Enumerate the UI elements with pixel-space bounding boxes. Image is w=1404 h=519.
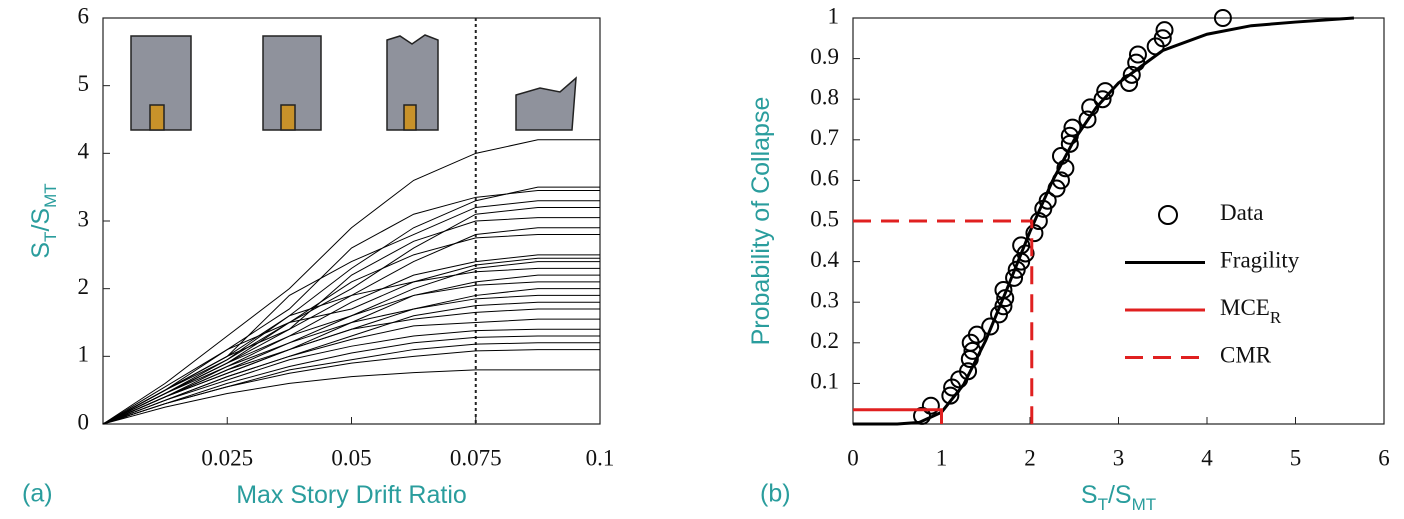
- ida-curve: [102, 369, 600, 425]
- y-tick-label: 4: [78, 139, 90, 164]
- x-axis-label: Max Story Drift Ratio: [236, 481, 467, 509]
- y-tick-label: 0.6: [810, 166, 839, 191]
- label-part: /S: [1108, 481, 1132, 509]
- data-point: [1122, 65, 1141, 84]
- building-intact: [130, 35, 192, 131]
- x-axis-label: ST/SMT: [1081, 481, 1156, 514]
- ida-curve: [102, 190, 600, 425]
- legend-name: CMR: [1220, 343, 1272, 368]
- y-axis-label: Probability of Collapse: [747, 97, 775, 346]
- x-tick-label: 0.1: [586, 445, 615, 470]
- x-tick-label: 0: [847, 445, 859, 470]
- data-point: [1093, 90, 1112, 109]
- data-point: [921, 396, 940, 415]
- ida-curve: [102, 267, 600, 425]
- data-point: [981, 317, 1000, 336]
- panel-label: (a): [22, 480, 53, 508]
- x-tick-label: 1: [936, 445, 948, 470]
- label-part: /S: [27, 208, 55, 232]
- label-part: Probability of Collapse: [747, 97, 775, 346]
- y-tick-label: 5: [78, 71, 90, 96]
- subscript: MT: [1132, 495, 1157, 514]
- building-icons: [130, 34, 577, 131]
- y-tick-label: 0.2: [810, 328, 839, 353]
- series-line: [853, 16, 1355, 426]
- ida-curve: [102, 335, 600, 425]
- ida-curve: [102, 349, 600, 425]
- y-tick-label: 0: [78, 409, 90, 434]
- data-point: [1155, 21, 1174, 40]
- x-tick-label: 6: [1378, 445, 1390, 470]
- y-tick-label: 0.4: [810, 247, 839, 272]
- ida-curve: [102, 217, 600, 425]
- y-tick-label: 0.7: [810, 125, 839, 150]
- y-tick-label: 3: [78, 206, 90, 231]
- y-tick-label: 0.5: [810, 206, 839, 231]
- legend-label: CMR: [1220, 343, 1272, 368]
- ida-curve: [102, 318, 600, 425]
- data-point: [1063, 118, 1082, 137]
- series-line: [853, 408, 943, 424]
- y-tick-label: 0.8: [810, 84, 839, 109]
- ida-curve: [102, 308, 600, 425]
- y-tick-label: 0.3: [810, 287, 839, 312]
- data-point: [967, 325, 986, 344]
- legend-label: Data: [1220, 200, 1263, 225]
- data-point: [1056, 159, 1075, 178]
- y-tick-label: 6: [78, 3, 90, 28]
- legend-name: MCE: [1220, 295, 1270, 320]
- legend-label: MCER: [1220, 295, 1282, 327]
- data-point: [959, 362, 978, 381]
- y-axis-label: ST/SMT: [27, 183, 60, 258]
- y-tick-label: 1: [828, 3, 840, 28]
- ida-curve: [102, 234, 600, 425]
- legend-label: Fragility: [1220, 248, 1300, 273]
- data-point: [1128, 45, 1147, 64]
- plot-frame-b: [852, 17, 1385, 425]
- subscript: R: [1270, 308, 1282, 327]
- ida-curve: [102, 139, 600, 425]
- x-tick-label: 2: [1024, 445, 1036, 470]
- data-point: [1153, 29, 1172, 48]
- legend-marker: [1158, 205, 1178, 225]
- series-line: [853, 219, 1034, 424]
- x-tick-label: 0.025: [201, 445, 253, 470]
- y-tick-label: 1: [78, 342, 90, 367]
- ida-curve: [102, 257, 600, 425]
- panel-label: (b): [760, 480, 791, 508]
- subscript: MT: [41, 183, 60, 208]
- x-tick-label: 5: [1290, 445, 1302, 470]
- y-tick-label: 0.9: [810, 44, 839, 69]
- building-collapsed: [515, 76, 577, 131]
- data-point: [1213, 9, 1232, 27]
- y-tick-label: 2: [78, 274, 90, 299]
- ida-curve: [102, 328, 600, 425]
- y-tick-label: 0.1: [810, 369, 839, 394]
- label-part: Max Story Drift Ratio: [236, 481, 467, 509]
- x-tick-label: 4: [1201, 445, 1213, 470]
- subscript: T: [1098, 495, 1108, 514]
- building-minor: [262, 35, 322, 131]
- x-tick-label: 3: [1113, 445, 1125, 470]
- data-point: [1078, 110, 1097, 129]
- ida-curve: [102, 281, 600, 425]
- label-part: S: [27, 242, 55, 259]
- subscript: T: [41, 232, 60, 242]
- ida-curve: [102, 227, 600, 425]
- building-damaged: [386, 34, 439, 131]
- x-tick-label: 0.05: [331, 445, 371, 470]
- label-part: S: [1081, 481, 1098, 509]
- ida-curve: [102, 294, 600, 425]
- legend-name: Data: [1220, 200, 1263, 225]
- x-tick-label: 0.075: [450, 445, 502, 470]
- legend-name: Fragility: [1220, 248, 1300, 273]
